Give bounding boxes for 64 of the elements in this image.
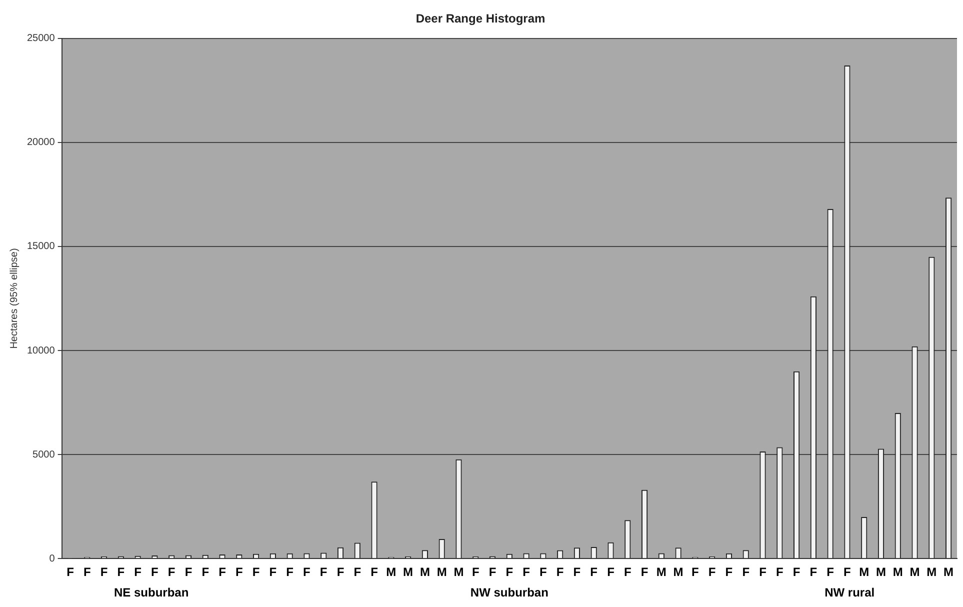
x-tick-label: M [944,565,954,580]
x-tick-label: F [607,565,614,580]
y-tick-label: 15000 [26,241,56,252]
x-tick-label: M [859,565,870,580]
x-tick-label: F [506,565,514,580]
x-tick-label: F [522,565,530,580]
x-tick-label: F [184,565,192,580]
x-tick-label: M [436,565,447,580]
x-tick-label: F [202,565,210,580]
x-tick-label: F [624,565,632,580]
text: NW suburban [470,585,548,600]
x-tick-label: F [826,565,834,580]
x-tick-label: M [876,565,886,580]
x-tick-label: M [926,565,937,580]
x-tick-label: F [117,565,125,580]
x-tick-label: F [336,565,344,580]
y-tick-label: 0 [49,553,56,564]
x-tick-label: F [692,565,699,580]
x-tick-label: F [134,565,142,580]
x-tick-label: F [354,565,362,580]
x-tick-label: M [420,565,430,580]
x-tick-label: F [708,565,716,580]
x-tick-label: F [370,565,378,580]
x-tick-label: F [556,565,564,580]
y-tick-label: 5000 [32,449,56,460]
x-tick-label: F [590,565,598,580]
x-tick-label: F [320,565,328,580]
x-tick-label: M [656,565,666,580]
x-tick-label: F [252,565,260,580]
text: NW rural [824,585,875,600]
x-tick-label: M [892,565,903,580]
text: NE suburban [114,585,189,600]
x-tick-label: M [673,565,684,580]
x-tick-label: F [168,565,176,580]
x-tick-label: F [303,565,310,580]
x-tick-label: F [286,565,294,580]
x-tick-label: F [573,565,581,580]
x-tick-label: F [472,565,480,580]
x-tick-label: F [269,565,277,580]
x-tick-label: F [66,565,74,580]
x-tick-label: F [810,565,818,580]
y-tick-label: 10000 [26,345,56,356]
x-tick-label: F [151,565,158,580]
y-tick-label: 20000 [26,137,56,148]
x-tick-label: M [454,565,464,580]
x-tick-label: M [910,565,920,580]
x-tick-label: F [844,565,851,580]
x-tick-label: F [83,565,91,580]
chart-title: Deer Range Histogram [416,12,546,26]
x-tick-label: F [759,565,766,580]
x-tick-label: M [386,565,396,580]
y-axis-title: Hectares (95% ellipse) [8,248,20,349]
x-tick-label: F [792,565,800,580]
x-tick-label: F [488,565,496,580]
x-tick-label: F [776,565,784,580]
x-tick-label: F [218,565,226,580]
x-tick-label: M [403,565,414,580]
x-tick-label: F [540,565,547,580]
x-tick-label: F [235,565,243,580]
x-tick-label: F [100,565,108,580]
y-tick-label: 25000 [26,33,56,44]
x-tick-label: F [640,565,648,580]
x-tick-label: F [725,565,733,580]
x-tick-label: F [742,565,750,580]
